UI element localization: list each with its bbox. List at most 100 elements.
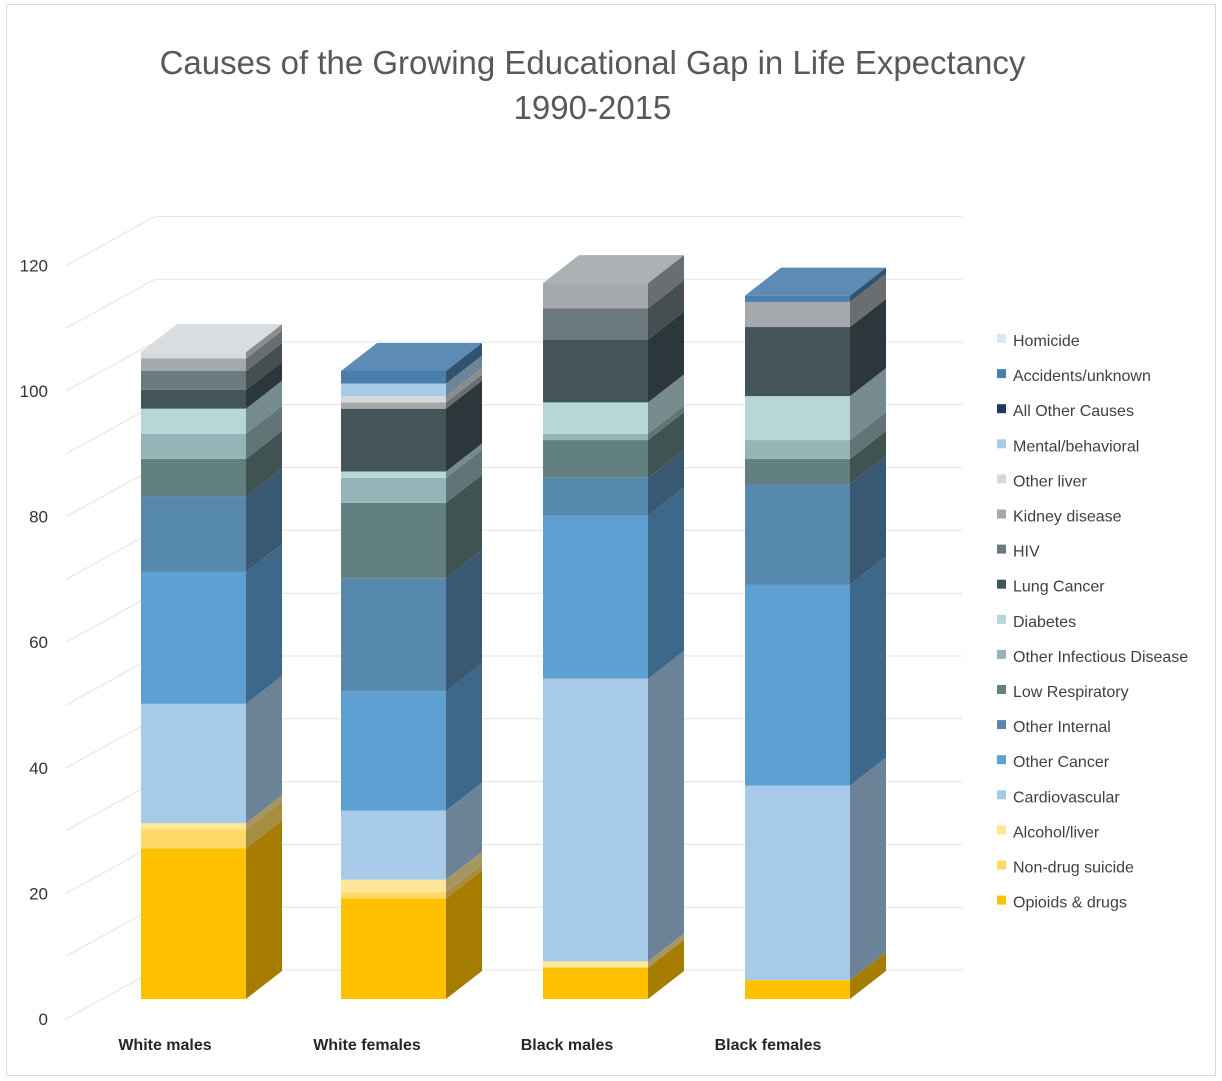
legend-label-other-infectious-disease: Other Infectious Disease	[1013, 649, 1188, 666]
legend-label-kidney-disease: Kidney disease	[1013, 509, 1122, 526]
bar-side-other-infectious-disease	[446, 449, 482, 503]
bar-side-lung-cancer	[850, 299, 886, 397]
bar-segment-lung-cancer	[745, 327, 850, 397]
bar-segment-hiv	[141, 371, 246, 390]
bar-side-accidents-unknown	[850, 267, 886, 302]
bar-segment-other-internal	[341, 578, 446, 692]
bar-top-white-females	[341, 343, 482, 371]
x-axis-categories: White males White females Black males Black…	[118, 1037, 821, 1054]
bar-side-other-internal	[446, 550, 482, 692]
bar-segment-alcohol-liver	[341, 879, 446, 893]
legend-swatch	[997, 579, 1006, 589]
bar-segment-lung-cancer	[543, 339, 648, 403]
legend-swatch	[997, 544, 1006, 554]
bar-side-diabetes	[850, 368, 886, 441]
gridline-side	[65, 655, 156, 706]
bar-white-females	[341, 343, 482, 999]
bar-top-white-males	[141, 324, 282, 353]
legend: Homicide Accidents/unknown All Other Cause…	[997, 333, 1188, 912]
gridline-side	[65, 467, 156, 518]
bar-top-black-males	[543, 255, 684, 284]
legend-swatch	[997, 614, 1006, 624]
legend-swatch	[997, 439, 1006, 449]
legend-label-other-cancer: Other Cancer	[1013, 754, 1110, 771]
legend-label-opioids-drugs: Opioids & drugs	[1013, 895, 1127, 912]
bar-side-other-infectious-disease	[246, 405, 282, 459]
x-category-label: Black males	[521, 1037, 614, 1054]
bar-side-other-infectious-disease	[850, 412, 886, 459]
bar-segment-kidney-disease	[141, 358, 246, 371]
bar-side-other-internal	[648, 449, 684, 516]
legend-swatch	[997, 825, 1006, 835]
gridline-side	[65, 341, 156, 392]
bar-segment-diabetes	[341, 471, 446, 478]
bar-side-non-drug-suicide	[246, 801, 282, 849]
y-tick-label: 40	[29, 759, 48, 778]
legend-swatch	[997, 369, 1006, 379]
bar-segment-alcohol-liver	[543, 961, 648, 968]
legend-swatch	[997, 860, 1006, 870]
legend-swatch	[997, 755, 1006, 765]
y-tick-label: 20	[29, 884, 48, 903]
bar-segment-other-cancer	[141, 571, 246, 704]
bar-side-kidney-disease	[648, 255, 684, 309]
bar-segment-kidney-disease	[745, 301, 850, 328]
bar-segment-other-infectious-disease	[141, 433, 246, 459]
bar-segment-other-infectious-disease	[745, 440, 850, 459]
bar-side-hiv	[246, 343, 282, 390]
legend-label-other-internal: Other Internal	[1013, 719, 1111, 736]
y-tick-label: 0	[39, 1010, 48, 1029]
bar-side-opioids-drugs	[850, 952, 886, 999]
gridline-side	[65, 278, 156, 329]
bar-side-other-cancer	[246, 543, 282, 704]
bar-segment-opioids-drugs	[341, 898, 446, 999]
legend-swatch	[997, 895, 1006, 905]
bar-side-other-liver	[246, 324, 282, 359]
chart-title: Causes of the Growing Educational Gap in…	[0, 40, 1185, 130]
bar-segment-lung-cancer	[341, 408, 446, 472]
bar-top-black-females	[745, 267, 886, 296]
bar-segment-cardiovascular	[341, 810, 446, 880]
bar-segment-other-cancer	[543, 515, 648, 679]
bar-side-opioids-drugs	[446, 870, 482, 999]
bar-segment-diabetes	[745, 396, 850, 441]
y-tick-label: 80	[29, 508, 48, 527]
legend-label-lung-cancer: Lung Cancer	[1013, 579, 1105, 596]
gridline-side	[65, 529, 156, 580]
gridline-side	[65, 215, 156, 266]
bar-segment-other-internal	[745, 484, 850, 585]
legend-swatch	[997, 685, 1006, 694]
bar-side-other-internal	[850, 456, 886, 585]
legend-label-mental-behavioral: Mental/behavioral	[1013, 438, 1139, 455]
bar-side-mental-behavioral	[446, 355, 482, 397]
bar-side-opioids-drugs	[246, 820, 282, 999]
bar-side-other-cancer	[850, 556, 886, 786]
bar-segment-other-cancer	[745, 584, 850, 786]
bar-side-other-infectious-disease	[648, 405, 684, 441]
legend-label-alcohol-liver: Alcohol/liver	[1013, 824, 1100, 841]
bar-side-low-respiratory	[648, 412, 684, 478]
y-tick-label: 60	[29, 633, 48, 652]
bar-side-cardiovascular	[446, 782, 482, 880]
legend-swatch	[997, 404, 1006, 414]
bar-segment-cardiovascular	[141, 703, 246, 824]
bar-segment-lung-cancer	[141, 389, 246, 409]
legend-label-other-liver: Other liver	[1013, 473, 1087, 490]
legend-swatch	[997, 720, 1006, 730]
bar-segment-diabetes	[543, 402, 648, 434]
legend-swatch	[997, 790, 1006, 800]
bar-segment-hiv	[543, 308, 648, 340]
bar-segment-cardiovascular	[745, 785, 850, 981]
bar-segment-alcohol-liver	[141, 823, 246, 830]
bar-segment-other-liver	[341, 396, 446, 403]
bar-side-lung-cancer	[648, 311, 684, 403]
bar-side-diabetes	[446, 443, 482, 478]
legend-swatch	[997, 474, 1006, 484]
gridline-side	[65, 906, 156, 957]
bar-side-cardiovascular	[648, 650, 684, 962]
bar-side-diabetes	[246, 380, 282, 434]
bar-side-cardiovascular	[246, 675, 282, 824]
bar-side-low-respiratory	[850, 430, 886, 485]
gridline-side	[65, 969, 156, 1020]
bar-segment-other-infectious-disease	[543, 433, 648, 441]
